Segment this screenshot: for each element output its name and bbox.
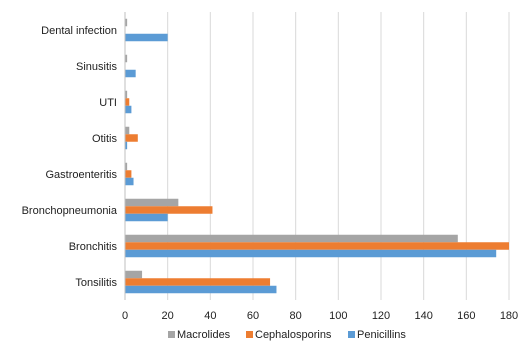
x-tick-label: 100 [329, 310, 347, 322]
x-tick-label: 120 [372, 310, 390, 322]
bar-macrolides-bronchopneumonia [125, 198, 179, 207]
legend-label-penicillins: Penicillins [357, 329, 406, 341]
legend-swatch-penicillins [348, 331, 355, 338]
category-label: UTI [99, 97, 117, 109]
bar-penicillins-gastroenteritis [125, 177, 134, 186]
x-tick-label: 60 [247, 310, 259, 322]
x-tick-label: 160 [457, 310, 475, 322]
bar-penicillins-tonsilitis [125, 285, 277, 294]
bar-cephalosporins-bronchopneumonia [125, 206, 213, 214]
category-label: Bronchitis [69, 241, 118, 253]
x-axis: 0 20 40 60 80 100 120 140 160 180 [122, 310, 518, 322]
category-label: Sinusitis [76, 61, 117, 73]
bar-penicillins-bronchopneumonia [125, 213, 168, 222]
bar-cephalosporins-uti [125, 98, 130, 106]
bar-penicillins-uti [125, 105, 132, 114]
bar-macrolides-tonsilitis [125, 270, 143, 279]
x-tick-label: 0 [122, 310, 128, 322]
x-tick-label: 20 [162, 310, 174, 322]
y-axis: Tonsilitis Bronchitis Bronchopneumonia Gast… [22, 12, 126, 300]
bar-cephalosporins-tonsilitis [125, 278, 271, 286]
category-label: Bronchopneumonia [22, 205, 118, 217]
legend-label-cephalosporins: Cephalosporins [255, 329, 332, 341]
bar-penicillins-bronchitis [125, 249, 497, 258]
legend-swatch-cephalosporins [246, 331, 253, 338]
category-label: Tonsilitis [75, 277, 117, 289]
bar-macrolides-uti [125, 90, 128, 99]
bar-cephalosporins-otitis [125, 134, 138, 142]
grid-lines [124, 12, 510, 300]
bar-macrolides-gastroenteritis [125, 162, 128, 171]
bar-cephalosporins-bronchitis [125, 242, 509, 250]
bar-penicillins-sinusitis [125, 69, 136, 78]
legend: Macrolides Cephalosporins Penicillins [168, 329, 406, 341]
bar-penicillins-dental-infection [125, 33, 168, 42]
bar-macrolides-sinusitis [125, 54, 128, 63]
bar-penicillins-otitis [125, 141, 128, 150]
x-tick-label: 80 [290, 310, 302, 322]
x-tick-label: 40 [204, 310, 216, 322]
legend-label-macrolides: Macrolides [177, 329, 231, 341]
bar-macrolides-otitis [125, 126, 130, 135]
bar-macrolides-dental-infection [125, 18, 128, 27]
category-label: Dental infection [41, 25, 117, 37]
x-tick-label: 140 [414, 310, 432, 322]
bar-macrolides-bronchitis [125, 234, 458, 243]
category-label: Gastroenteritis [45, 169, 117, 181]
legend-swatch-macrolides [168, 331, 175, 338]
category-label: Otitis [92, 133, 118, 145]
bar-cephalosporins-gastroenteritis [125, 170, 132, 178]
x-tick-label: 180 [500, 310, 518, 322]
bars [125, 18, 509, 294]
